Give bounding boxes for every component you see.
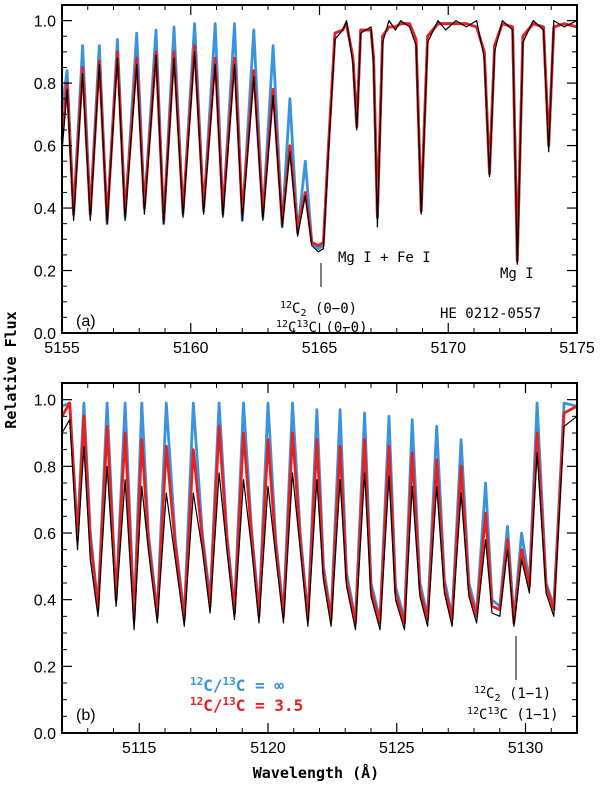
- band-label-a-line2: 12C13C (0−0): [276, 319, 368, 336]
- y-axis-title: Relative Flux: [2, 311, 20, 428]
- panel-b-label: (b): [76, 707, 96, 724]
- band-b-l2-rest: C (1−1): [500, 707, 559, 723]
- band-a-l1-rest: (0−0): [307, 301, 358, 317]
- band-b-l1-rest: (1−1): [501, 686, 552, 702]
- x-tick-label-a-1: 5160: [173, 340, 209, 357]
- x-tick-label-b-0: 5115: [122, 740, 157, 757]
- band-b-l2-iso1: 12: [467, 706, 479, 717]
- legend-rat-end: C = 3.5: [236, 696, 303, 715]
- legend-inf-iso2: 13: [223, 675, 236, 688]
- legend-inf-iso1: 12: [190, 675, 203, 688]
- x-tick-label-b-1: 5120: [250, 740, 286, 757]
- panel-a-label: (a): [76, 313, 96, 330]
- x-tick-label-a-2: 5165: [302, 340, 338, 357]
- x-tick-label-b-3: 5130: [508, 740, 544, 757]
- y-tick-label-b-0: 0.0: [34, 726, 56, 743]
- x-tick-label-a-4: 5175: [559, 340, 595, 357]
- panel-a-frame: [61, 4, 578, 334]
- mg-fe-label: Mg I + Fe I: [338, 250, 431, 266]
- panel-b-ticks: 5115 5120 5125 5130 0.0 0.2 0.4 0.6 0.8 1.0: [34, 383, 578, 757]
- y-tick-label-b-2: 0.4: [34, 593, 56, 610]
- y-tick-label-a-3: 0.6: [34, 139, 56, 156]
- band-b-l1-sub: 2: [494, 693, 500, 704]
- series-line-b-2: [61, 415, 578, 631]
- band-label-a-line1: 12C2 (0−0): [280, 300, 357, 319]
- x-tick-label-a-3: 5170: [430, 340, 466, 357]
- legend-infinite: 12C/13C = ∞: [190, 675, 284, 695]
- panel-a: 5155 5160 5165 5170 5175 0.0 0.2 0.4 0.6 0.8 1.0 (…: [34, 4, 595, 357]
- band-b-l2-el: C: [479, 707, 487, 723]
- legend-rat-mid: C/: [203, 696, 222, 715]
- band-a-l1-el: C: [292, 301, 300, 317]
- y-tick-label-a-1: 0.2: [34, 264, 56, 281]
- panel-b: 5115 5120 5125 5130 0.0 0.2 0.4 0.6 0.8 1.0 (b) 1…: [34, 382, 578, 757]
- y-tick-label-a-5: 1.0: [34, 14, 56, 31]
- mg-label: Mg I: [500, 266, 534, 282]
- legend-inf-end: C = ∞: [236, 676, 285, 695]
- y-tick-label-a-2: 0.4: [34, 201, 56, 218]
- band-a-l1-sub: 2: [300, 308, 306, 319]
- legend-rat-iso1: 12: [190, 695, 203, 708]
- legend-rat-iso2: 13: [223, 695, 236, 708]
- band-a-l2-rest: C (0−0): [309, 320, 368, 336]
- band-a-l2-iso1: 12: [276, 319, 288, 330]
- y-tick-label-b-1: 0.2: [34, 659, 56, 676]
- x-tick-label-a-0: 5155: [44, 340, 80, 357]
- y-tick-label-b-4: 0.8: [34, 459, 56, 476]
- legend-inf-mid: C/: [203, 676, 222, 695]
- y-tick-label-b-5: 1.0: [34, 393, 56, 410]
- y-tick-label-a-0: 0.0: [34, 326, 56, 343]
- band-b-l2-iso2: 13: [487, 706, 499, 717]
- band-a-l1-iso: 12: [280, 300, 292, 311]
- legend-ratio: 12C/13C = 3.5: [190, 695, 303, 715]
- band-b-l1-iso: 12: [474, 685, 486, 696]
- y-tick-label-a-4: 0.8: [34, 76, 56, 93]
- y-tick-label-b-3: 0.6: [34, 526, 56, 543]
- band-a-l2-el: C: [288, 320, 296, 336]
- x-axis-title: Wavelength (Å): [253, 763, 379, 782]
- band-b-l1-el: C: [486, 686, 494, 702]
- panel-b-series: [60, 401, 578, 631]
- band-label-b-line1: 12C2 (1−1): [474, 685, 551, 704]
- panel-a-series: [60, 20, 578, 265]
- band-label-b-line2: 12C13C (1−1): [467, 706, 559, 723]
- star-name-label: HE 0212-0557: [440, 306, 541, 322]
- band-a-l2-iso2: 13: [296, 319, 308, 330]
- series-line-a-0: [60, 22, 578, 263]
- x-tick-label-b-2: 5125: [379, 740, 415, 757]
- series-line-b-1: [60, 401, 578, 625]
- panel-a-ticks: 5155 5160 5165 5170 5175 0.0 0.2 0.4 0.6 0.8 1.0: [34, 5, 595, 357]
- series-line-a-2: [61, 20, 578, 265]
